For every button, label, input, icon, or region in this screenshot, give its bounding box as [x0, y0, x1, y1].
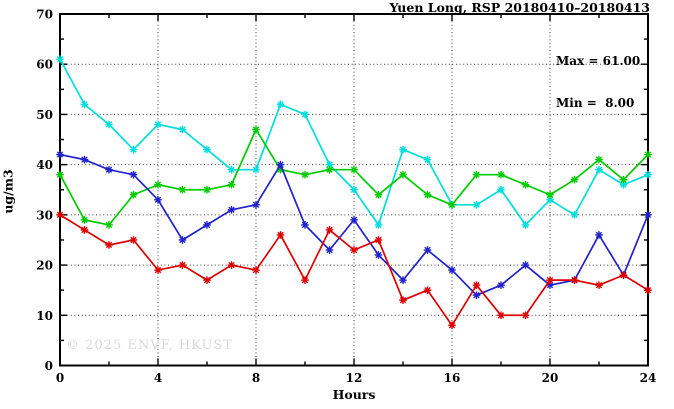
y-axis-label: ug/m3 [0, 169, 16, 214]
x-tick-label-20: 20 [542, 371, 559, 385]
y-tick-label-50: 50 [36, 108, 53, 122]
y-tick-label-0: 0 [45, 359, 53, 373]
y-tick-label-40: 40 [36, 158, 53, 172]
x-tick-label-4: 4 [154, 371, 162, 385]
y-tick-label-20: 20 [36, 259, 53, 273]
x-axis-label: Hours [332, 387, 376, 402]
legend-min-value: Min = 8.00 [556, 96, 635, 110]
x-tick-label-8: 8 [252, 371, 260, 385]
green-series-markers [56, 125, 652, 229]
y-tick-label-70: 70 [36, 8, 53, 22]
x-tick-label-24: 24 [640, 371, 657, 385]
legend-max-value: Max = 61.00 [556, 54, 641, 68]
x-tick-label-0: 0 [56, 371, 64, 385]
chart-title: Yuen Long, RSP 20180410–20180413 [389, 0, 650, 15]
red-series-markers [56, 211, 652, 330]
y-tick-label-60: 60 [36, 58, 53, 72]
watermark: © 2025 ENVF, HKUST [66, 338, 233, 353]
x-tick-label-16: 16 [444, 371, 461, 385]
x-tick-label-12: 12 [346, 371, 363, 385]
legend-box: Max = 61.00 Min = 8.00 [556, 26, 640, 138]
y-tick-label-30: 30 [36, 208, 53, 222]
y-tick-label-10: 10 [36, 309, 53, 323]
